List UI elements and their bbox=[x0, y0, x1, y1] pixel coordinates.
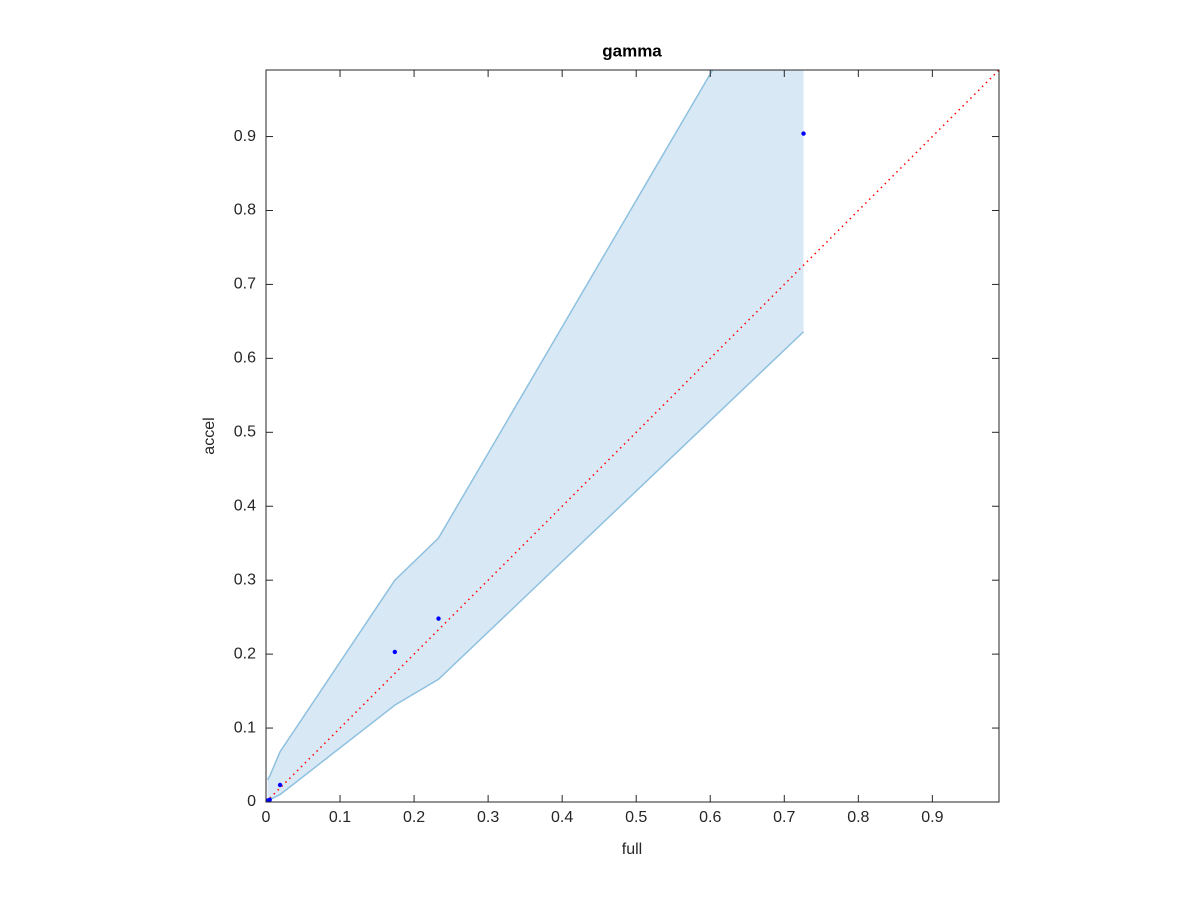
x-tick-label: 0.3 bbox=[477, 809, 499, 826]
data-point bbox=[436, 616, 441, 621]
x-tick-label: 0.4 bbox=[551, 809, 573, 826]
y-tick-label: 0.9 bbox=[234, 128, 256, 145]
x-tick-label: 0.2 bbox=[403, 809, 425, 826]
y-tick-label: 0 bbox=[247, 793, 256, 810]
y-axis-label: accel bbox=[201, 417, 218, 454]
y-tick-label: 0.7 bbox=[234, 276, 256, 293]
y-tick-label: 0.1 bbox=[234, 719, 256, 736]
reference-line bbox=[266, 70, 999, 802]
x-tick-label: 0.9 bbox=[921, 809, 943, 826]
confidence-band bbox=[267, 70, 804, 802]
y-tick-label: 0.2 bbox=[234, 645, 256, 662]
x-tick-label: 0.5 bbox=[625, 809, 647, 826]
chart-title: gamma bbox=[602, 41, 662, 60]
plot-area bbox=[266, 70, 999, 802]
y-tick-label: 0.6 bbox=[234, 350, 256, 367]
axes-box bbox=[265, 69, 1000, 803]
data-point bbox=[277, 782, 283, 788]
data-point bbox=[267, 797, 272, 802]
y-tick-label: 0.8 bbox=[234, 202, 256, 219]
band-upper-edge bbox=[266, 70, 714, 781]
y-tick-label: 0.3 bbox=[234, 571, 256, 588]
y-tick-label: 0.4 bbox=[234, 497, 256, 514]
x-tick-label: 0.8 bbox=[847, 809, 869, 826]
x-tick-label: 0.1 bbox=[329, 809, 351, 826]
y-tick-label: 0.5 bbox=[234, 424, 256, 441]
data-point bbox=[392, 649, 398, 655]
data-point bbox=[801, 131, 806, 136]
x-tick-label: 0 bbox=[262, 809, 271, 826]
x-axis-label: full bbox=[622, 841, 642, 858]
x-tick-label: 0.6 bbox=[699, 809, 721, 826]
x-tick-label: 0.7 bbox=[773, 809, 795, 826]
